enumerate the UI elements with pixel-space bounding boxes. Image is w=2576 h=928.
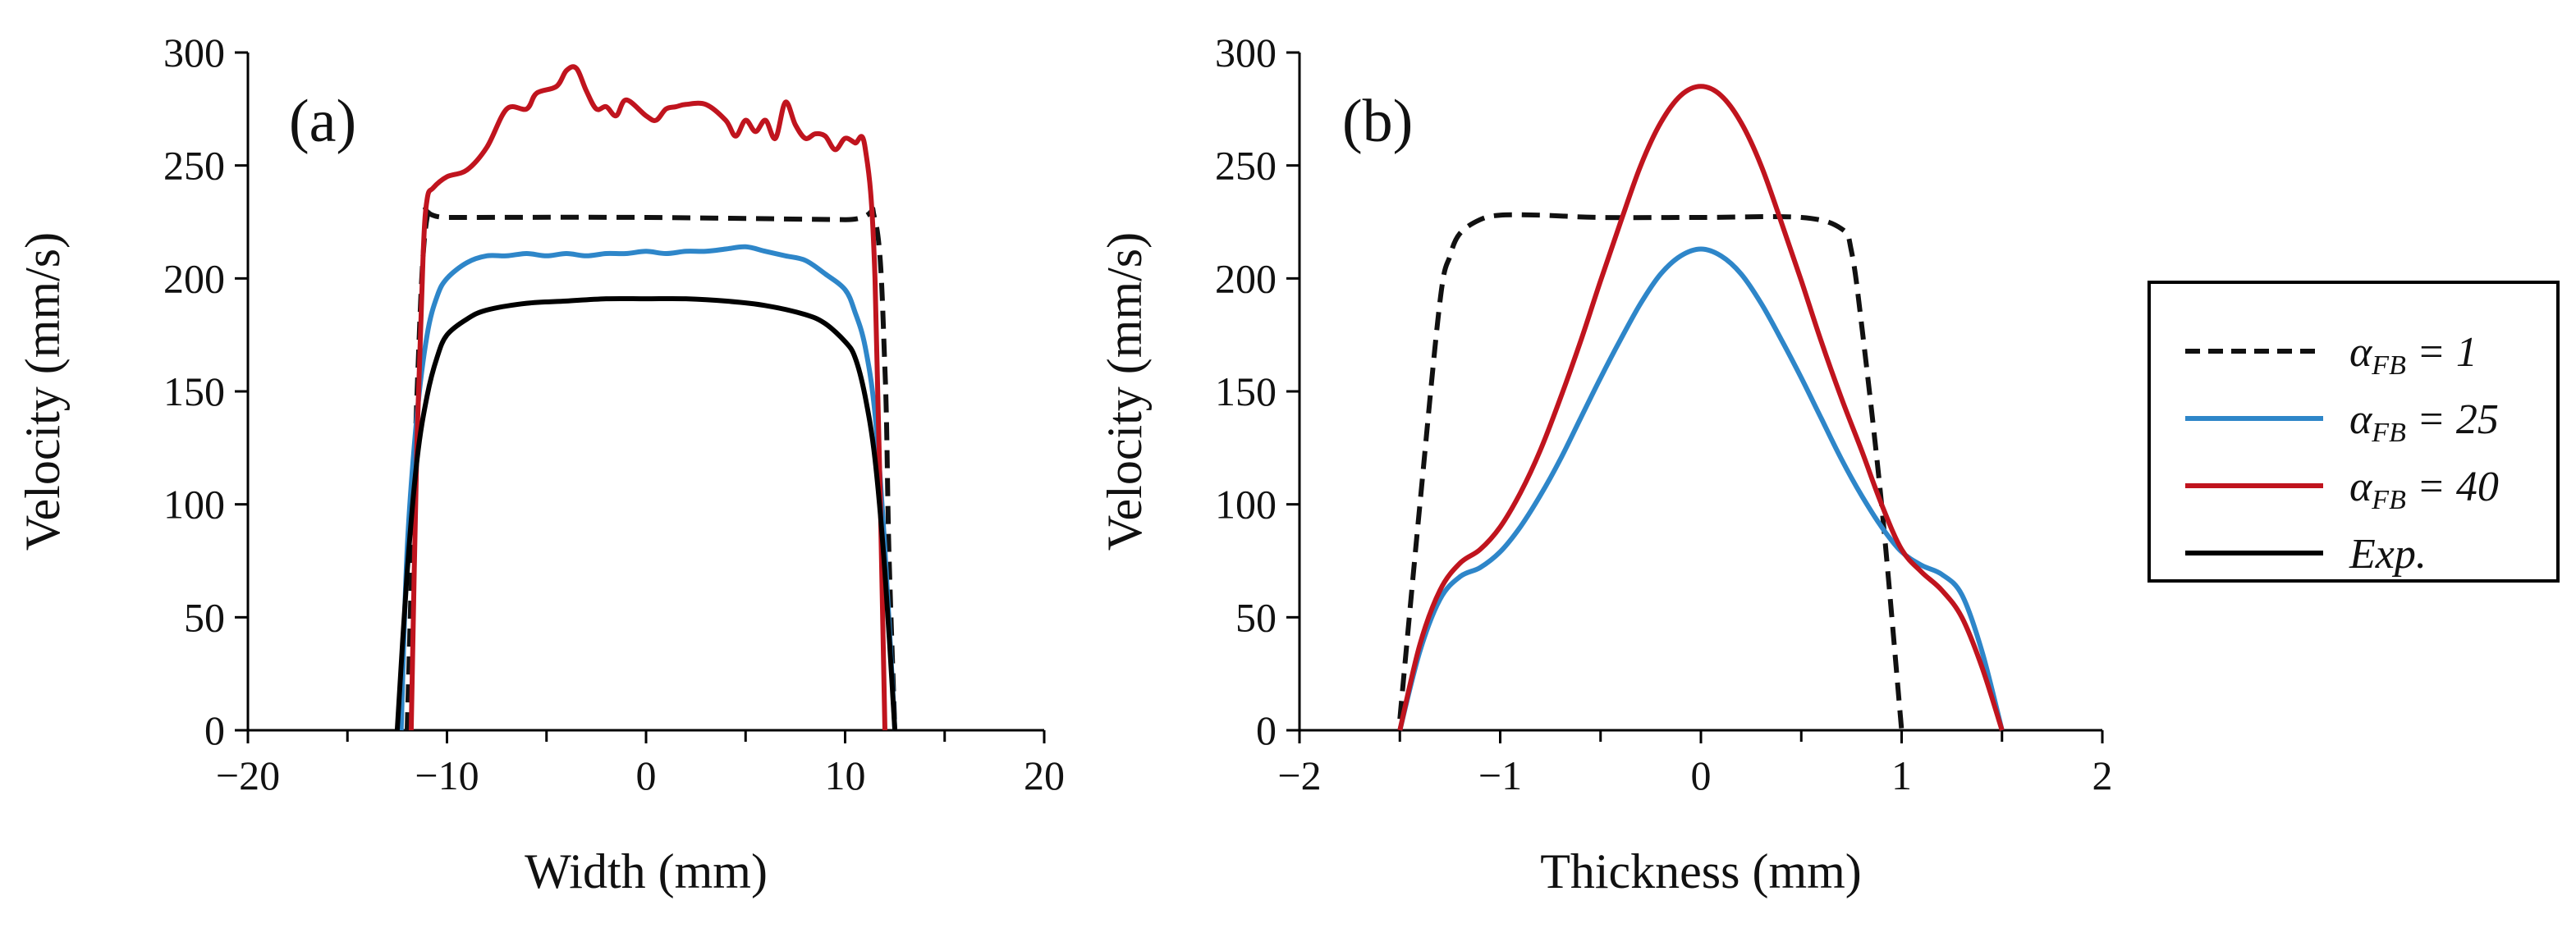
chart-panel-a: 0 50 100 150 200 250 300 −20 −10 0 10 20 Width (mm) V… <box>16 30 1065 898</box>
legend-label-a1: αFB = 1 <box>2349 329 2477 381</box>
y-tick-label: 100 <box>163 482 225 528</box>
x-tick-label: −10 <box>415 752 479 798</box>
legend: αFB = 1 αFB = 25 αFB = 40 Exp. <box>2147 281 2560 583</box>
x-tick-label: −2 <box>1277 752 1321 798</box>
panel-label: (b) <box>1342 88 1413 155</box>
x-tick-label: 20 <box>1024 752 1065 798</box>
series-line-a40 <box>1397 84 2005 731</box>
y-tick-label: 50 <box>1235 594 1277 640</box>
series-line-a25 <box>1397 246 2005 731</box>
legend-box <box>2147 281 2560 583</box>
y-tick-label: 300 <box>163 30 225 75</box>
panel-label: (a) <box>289 88 356 155</box>
x-tick-label: 0 <box>636 752 657 798</box>
x-tick-label: 1 <box>1891 752 1912 798</box>
legend-label-a40: αFB = 40 <box>2349 464 2499 515</box>
y-tick-label: 150 <box>163 368 225 414</box>
y-tick-label: 250 <box>1215 143 1277 189</box>
y-tick-label: 200 <box>1215 255 1277 301</box>
series-line-exp <box>394 295 898 731</box>
x-axis-label: Width (mm) <box>525 844 768 898</box>
y-tick-label: 100 <box>1215 482 1277 528</box>
y-tick-label: 150 <box>1215 368 1277 414</box>
y-tick-label: 250 <box>163 143 225 189</box>
x-tick-label: 10 <box>825 752 866 798</box>
series-line-a1 <box>1397 212 1904 731</box>
y-tick-label: 0 <box>1256 707 1277 753</box>
y-tick-label: 200 <box>163 255 225 301</box>
x-tick-label: −1 <box>1478 752 1522 798</box>
x-tick-label: 2 <box>2092 752 2113 798</box>
y-tick-label: 50 <box>184 594 225 640</box>
y-axis-label: Velocity (mm/s) <box>16 232 70 551</box>
series-line-a40 <box>408 64 887 731</box>
y-axis-label: Velocity (mm/s) <box>1098 232 1152 551</box>
series-line-a1 <box>405 202 898 731</box>
x-tick-label: −20 <box>216 752 280 798</box>
series-line-a25 <box>398 244 898 731</box>
x-axis-label: Thickness (mm) <box>1540 844 1862 898</box>
legend-label-a25: αFB = 25 <box>2349 396 2499 448</box>
x-tick-label: 0 <box>1691 752 1712 798</box>
y-tick-label: 0 <box>204 707 225 753</box>
y-tick-label: 300 <box>1215 30 1277 75</box>
chart-panel-b: 0 50 100 150 200 250 300 −2 −1 0 1 2 Thickness (mm) V… <box>1098 30 2113 898</box>
legend-label-exp: Exp. <box>2349 531 2427 578</box>
